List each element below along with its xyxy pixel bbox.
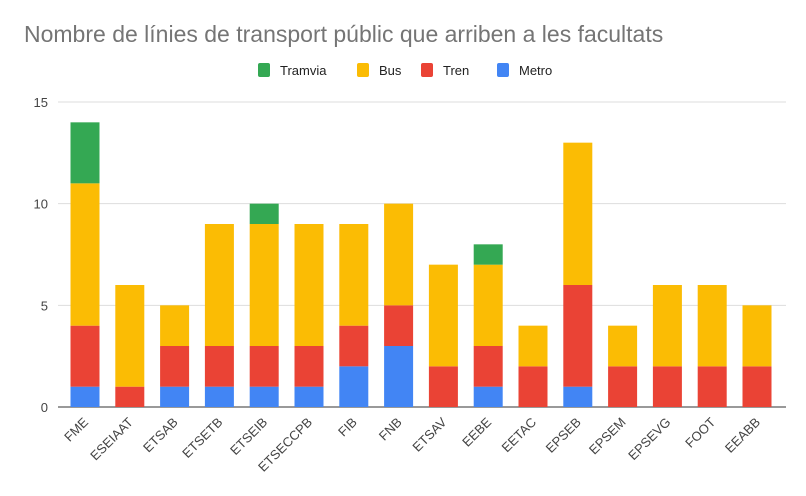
y-tick-label: 15 <box>34 95 48 110</box>
x-tick-label: EETAC <box>499 415 540 456</box>
x-tick-label: ETSAB <box>140 415 181 456</box>
bar-segment-tren <box>742 366 772 407</box>
bar-segment-tren <box>518 366 548 407</box>
x-tick-label: ETSEIB <box>227 415 270 458</box>
bar-segment-bus <box>160 305 190 346</box>
bars <box>70 122 772 407</box>
x-tick-label: FNB <box>376 415 405 444</box>
x-tick-label: EPSEB <box>543 415 584 456</box>
bar-segment-bus <box>294 224 324 346</box>
bar-segment-tren <box>652 366 682 407</box>
x-tick-label: EPSEM <box>586 415 629 458</box>
x-tick-label: ETSAV <box>409 414 449 454</box>
bar-segment-metro <box>249 386 279 407</box>
bar-segment-tren <box>697 366 727 407</box>
legend-label: Tren <box>443 63 469 78</box>
bar-segment-bus <box>652 285 682 367</box>
legend-swatch-tren <box>421 63 433 77</box>
bar-segment-bus <box>608 325 638 367</box>
x-tick-label: EEBE <box>459 414 494 449</box>
legend-label: Metro <box>519 63 552 78</box>
bar-segment-tren <box>339 325 369 367</box>
x-tick-label: FME <box>61 414 91 444</box>
bar-segment-bus <box>339 224 369 326</box>
bar-segment-tramvia <box>70 122 100 184</box>
x-tick-label: FOOT <box>682 414 718 450</box>
legend-swatch-metro <box>497 63 509 77</box>
bar-segment-bus <box>518 325 548 367</box>
bar-segment-tren <box>115 386 145 407</box>
y-tick-label: 5 <box>41 298 48 313</box>
bar-segment-tren <box>294 346 324 387</box>
y-tick-label: 10 <box>34 197 48 212</box>
x-tick-label: EPSEVG <box>625 415 673 463</box>
bar-segment-bus <box>428 264 458 367</box>
bar-segment-bus <box>249 224 279 346</box>
bar-segment-bus <box>473 264 503 346</box>
x-tick-label: FIB <box>335 415 360 440</box>
x-tick-label: ESEIAAT <box>87 414 136 463</box>
bar-segment-tren <box>249 346 279 387</box>
bar-segment-metro <box>339 366 369 407</box>
bar-segment-metro <box>160 386 190 407</box>
legend: Tramvia Bus Tren Metro <box>258 63 552 78</box>
bar-segment-bus <box>563 142 593 285</box>
bar-segment-tramvia <box>473 244 503 265</box>
bar-segment-bus <box>115 285 145 387</box>
bar-segment-tren <box>473 346 503 387</box>
bar-segment-tren <box>608 366 638 407</box>
bar-segment-tren <box>563 285 593 387</box>
x-tick-label: ETSETB <box>179 415 225 461</box>
bar-segment-tren <box>384 305 414 346</box>
bar-segment-bus <box>697 285 727 367</box>
legend-swatch-tramvia <box>258 63 270 77</box>
legend-swatch-bus <box>357 63 369 77</box>
legend-label: Bus <box>379 63 402 78</box>
bar-segment-metro <box>70 386 100 407</box>
bar-segment-metro <box>384 346 414 407</box>
bar-segment-bus <box>70 183 100 326</box>
bar-segment-bus <box>742 305 772 367</box>
bar-segment-metro <box>563 386 593 407</box>
bar-segment-tramvia <box>249 203 279 224</box>
bar-segment-bus <box>384 203 414 306</box>
bar-segment-metro <box>473 386 503 407</box>
y-tick-label: 0 <box>41 400 48 415</box>
bar-segment-tren <box>428 366 458 407</box>
legend-label: Tramvia <box>280 63 327 78</box>
bar-segment-bus <box>204 224 234 346</box>
bar-segment-tren <box>204 346 234 387</box>
bar-segment-metro <box>294 386 324 407</box>
bar-segment-tren <box>160 346 190 387</box>
bar-segment-metro <box>204 386 234 407</box>
x-tick-label: EEABB <box>722 415 763 456</box>
chart-title: Nombre de línies de transport públic que… <box>24 21 663 47</box>
bar-segment-tren <box>70 325 100 387</box>
